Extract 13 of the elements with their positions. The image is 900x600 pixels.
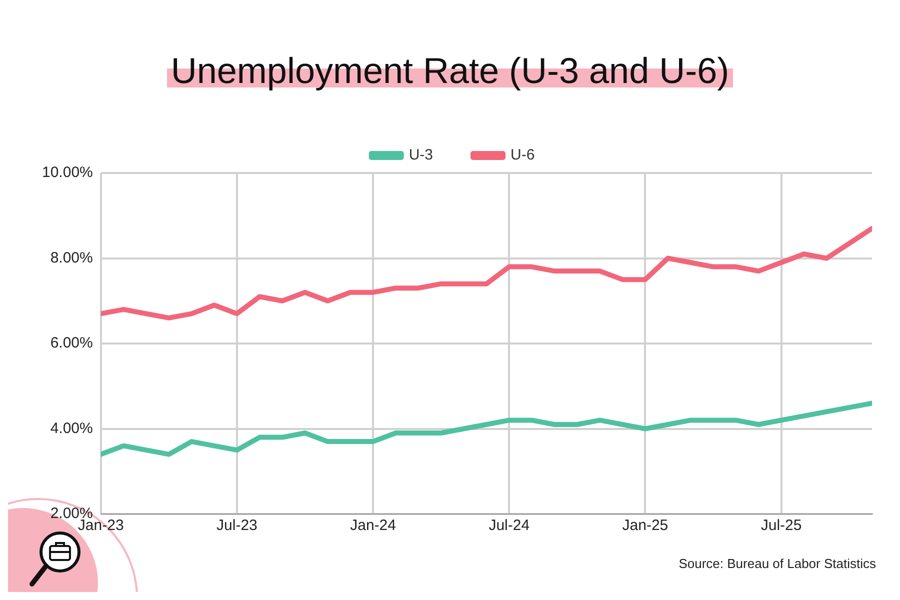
y-tick-label: 4.00% — [50, 420, 93, 437]
y-tick-label: 10.00% — [42, 164, 93, 182]
x-tick-label: Jan-24 — [350, 517, 396, 534]
legend-label: U-3 — [408, 146, 433, 164]
y-tick-label: 6.00% — [50, 334, 93, 352]
chart-title: Unemployment Rate (U-3 and U-6) — [166, 50, 734, 91]
y-tick-label: 8.00% — [50, 249, 93, 266]
x-tick-label: Jul-24 — [488, 517, 530, 534]
x-tick-label: Jan-25 — [622, 517, 668, 534]
source-note: Source: Bureau of Labor Statistics — [678, 556, 876, 571]
x-tick-label: Jul-23 — [216, 517, 258, 534]
legend-label: U-6 — [510, 146, 535, 164]
x-tick-label: Jul-25 — [760, 517, 802, 534]
